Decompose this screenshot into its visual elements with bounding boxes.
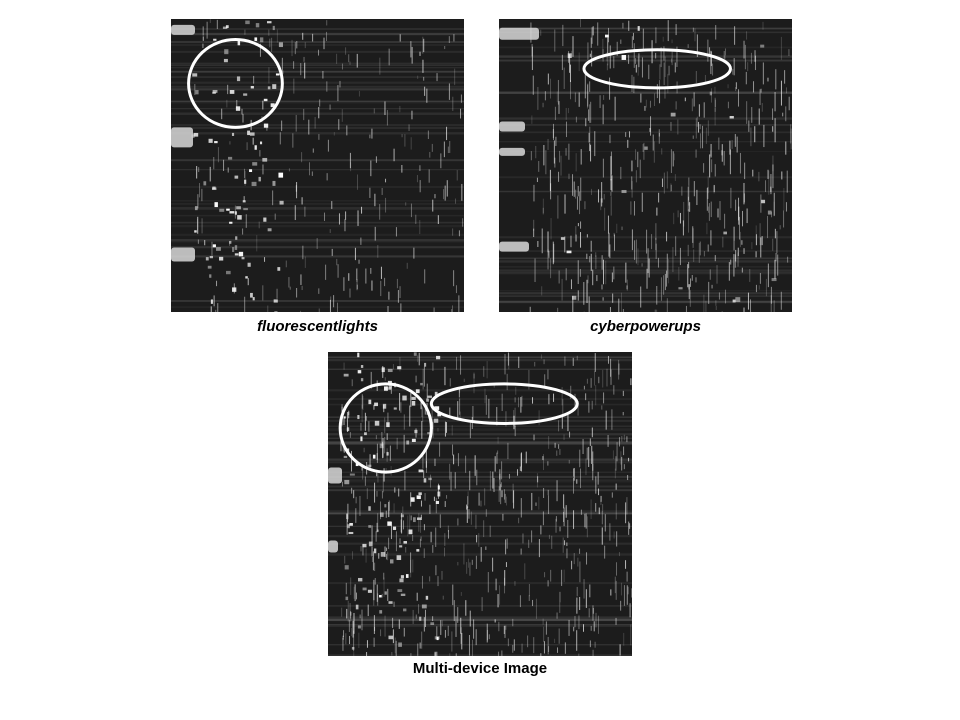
multi-device-panel: [328, 352, 632, 656]
annotation-ellipse: [338, 382, 433, 474]
panel-background: [171, 19, 464, 312]
annotation-ellipse: [187, 38, 284, 129]
annotation-ellipse: [582, 48, 732, 90]
annotation-ellipse: [429, 382, 579, 425]
multi-device-caption: Multi-device Image: [412, 660, 548, 677]
signal-texture: [171, 19, 464, 312]
signal-texture: [328, 352, 632, 656]
panel-background: [328, 352, 632, 656]
panel-background: [499, 19, 792, 312]
fluorescentlights-panel: [171, 19, 464, 312]
multi-device-spectrogram: [328, 352, 632, 656]
cyberpowerups-spectrogram: [499, 19, 792, 312]
fluorescentlights-caption: fluorescentlights: [257, 318, 378, 335]
cyberpowerups-panel: [499, 19, 792, 312]
fluorescentlights-spectrogram: [171, 19, 464, 312]
cyberpowerups-caption: cyberpowerups: [590, 318, 701, 335]
signal-texture: [499, 19, 792, 312]
